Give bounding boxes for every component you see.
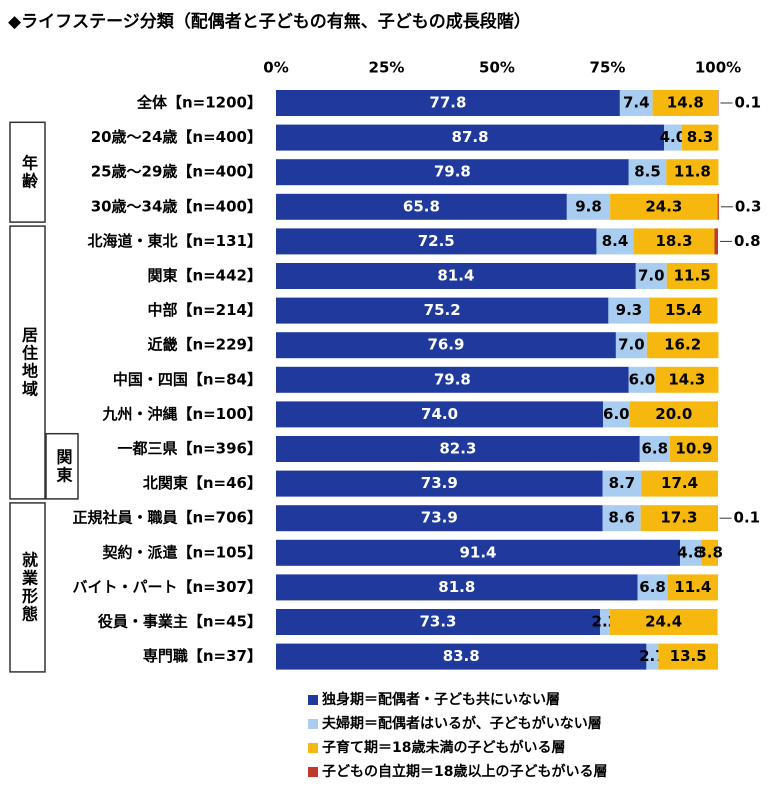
category-label: 北関東【n=46】 bbox=[143, 474, 262, 492]
value-label: 6.0 bbox=[629, 370, 656, 388]
value-label: 79.8 bbox=[434, 163, 471, 181]
value-label: 87.8 bbox=[452, 128, 489, 146]
category-label: 近畿【n=229】 bbox=[147, 336, 262, 354]
x-tick-label: 0% bbox=[263, 59, 288, 77]
legend-label: 子育て期＝18歳未満の子どもがいる層 bbox=[322, 739, 565, 756]
legend-swatch bbox=[308, 695, 318, 705]
category-label: 中部【n=214】 bbox=[147, 301, 262, 319]
value-label: 16.2 bbox=[664, 336, 701, 354]
value-label: 6.8 bbox=[642, 440, 669, 458]
value-label: 74.0 bbox=[421, 405, 458, 423]
group-label: 居住地域 bbox=[19, 327, 38, 399]
value-label: 9.3 bbox=[616, 301, 643, 319]
category-label: 九州・沖縄【n=100】 bbox=[101, 405, 262, 423]
bar-segment bbox=[718, 194, 719, 220]
x-tick-label: 100% bbox=[695, 59, 741, 77]
value-label: 8.5 bbox=[634, 163, 661, 181]
category-label: 20歳～24歳【n=400】 bbox=[91, 128, 262, 146]
value-label: 0.3 bbox=[735, 197, 762, 215]
category-label: 北海道・東北【n=131】 bbox=[87, 232, 262, 250]
legend-swatch bbox=[308, 767, 318, 777]
value-label: 75.2 bbox=[424, 301, 461, 319]
category-label: バイト・パート【n=307】 bbox=[72, 578, 262, 596]
x-tick-label: 25% bbox=[369, 59, 405, 77]
category-label: 30歳～34歳【n=400】 bbox=[91, 197, 262, 215]
value-label: 91.4 bbox=[459, 543, 496, 561]
value-label: 81.8 bbox=[438, 578, 475, 596]
value-label: 8.3 bbox=[687, 128, 714, 146]
value-label: 10.9 bbox=[675, 440, 712, 458]
value-label: 15.4 bbox=[665, 301, 702, 319]
value-label: 8.4 bbox=[602, 232, 629, 250]
value-label: 8.6 bbox=[608, 509, 635, 527]
value-label: 7.0 bbox=[618, 336, 645, 354]
category-label: 全体【n=1200】 bbox=[136, 94, 262, 112]
value-label: 0.8 bbox=[734, 232, 761, 250]
value-label: 83.8 bbox=[443, 647, 480, 665]
bar-segment bbox=[714, 228, 718, 254]
category-label: 専門職【n=37】 bbox=[143, 647, 262, 665]
group-label: 年齢 bbox=[19, 153, 38, 190]
value-label: 17.4 bbox=[661, 474, 698, 492]
value-label: 79.8 bbox=[434, 370, 471, 388]
value-label: 11.5 bbox=[674, 267, 711, 285]
value-label: 72.5 bbox=[418, 232, 455, 250]
value-label: 7.4 bbox=[623, 94, 650, 112]
x-tick-label: 75% bbox=[590, 59, 626, 77]
category-label: 25歳～29歳【n=400】 bbox=[91, 163, 262, 181]
value-label: 8.7 bbox=[609, 474, 636, 492]
category-label: 役員・事業主【n=45】 bbox=[98, 613, 262, 631]
legend-swatch bbox=[308, 719, 318, 729]
value-label: 76.9 bbox=[427, 336, 464, 354]
x-tick-label: 50% bbox=[479, 59, 515, 77]
value-label: 18.3 bbox=[656, 232, 693, 250]
value-label: 73.9 bbox=[421, 474, 458, 492]
value-label: 77.8 bbox=[429, 94, 466, 112]
group-label: 関東 bbox=[54, 448, 73, 484]
value-label: 24.3 bbox=[645, 197, 682, 215]
value-label: 6.8 bbox=[639, 578, 666, 596]
value-label: 65.8 bbox=[403, 197, 440, 215]
value-label: 7.0 bbox=[638, 267, 665, 285]
value-label: 73.9 bbox=[421, 509, 458, 527]
value-label: 0.1 bbox=[734, 509, 761, 527]
value-label: 9.8 bbox=[575, 197, 602, 215]
category-label: 正規社員・職員【n=706】 bbox=[72, 509, 262, 527]
value-label: 20.0 bbox=[655, 405, 692, 423]
value-label: 3.8 bbox=[696, 543, 723, 561]
value-label: 0.1 bbox=[734, 94, 761, 112]
value-label: 14.8 bbox=[667, 94, 704, 112]
value-label: 13.5 bbox=[670, 647, 707, 665]
category-label: 一都三県【n=396】 bbox=[117, 440, 262, 458]
legend-label: 夫婦期＝配偶者はいるが、子どもがいない層 bbox=[322, 715, 602, 732]
legend-label: 独身期＝配偶者・子ども共にいない層 bbox=[322, 691, 560, 708]
value-label: 6.0 bbox=[603, 405, 630, 423]
value-label: 14.3 bbox=[668, 370, 705, 388]
value-label: 11.8 bbox=[674, 163, 711, 181]
category-label: 関東【n=442】 bbox=[147, 267, 262, 285]
category-label: 契約・派遣【n=105】 bbox=[101, 543, 262, 561]
value-label: 11.4 bbox=[674, 578, 711, 596]
group-label: 就業形態 bbox=[19, 550, 39, 623]
value-label: 81.4 bbox=[437, 267, 474, 285]
value-label: 73.3 bbox=[419, 613, 456, 631]
value-label: 17.3 bbox=[660, 509, 697, 527]
value-label: 24.4 bbox=[645, 613, 682, 631]
legend-swatch bbox=[308, 743, 318, 753]
chart-title: ◆ライフステージ分類（配偶者と子どもの有無、子どもの成長段階） bbox=[8, 11, 531, 32]
category-label: 中国・四国【n=84】 bbox=[113, 370, 262, 388]
legend-label: 子どもの自立期＝18歳以上の子どもがいる層 bbox=[322, 763, 607, 780]
value-label: 82.3 bbox=[439, 440, 476, 458]
